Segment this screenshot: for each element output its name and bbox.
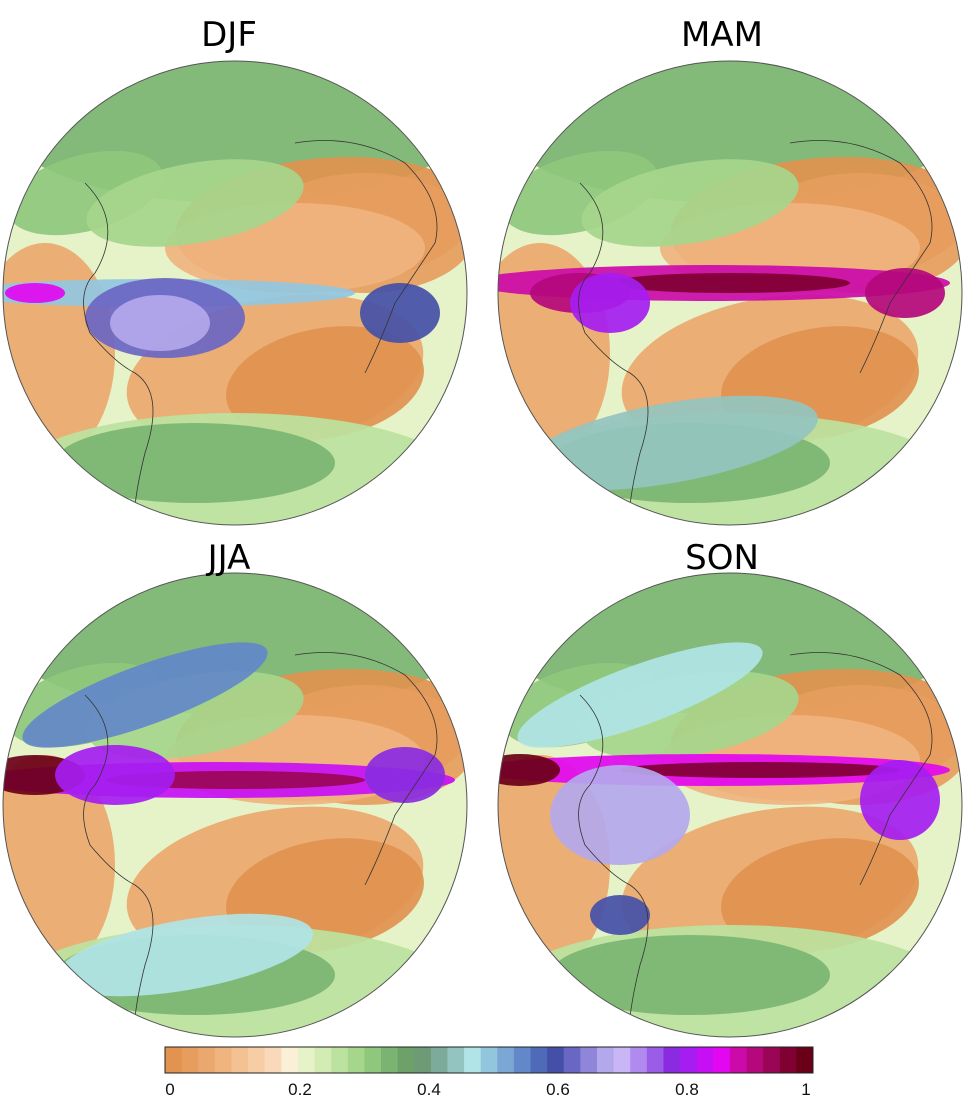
globe-djf [3,61,467,525]
globe-outline [497,572,963,1038]
colorbar-swatch [447,1047,465,1073]
globe-mam [498,61,962,525]
colorbar-swatch [198,1047,216,1073]
colorbar-swatch [563,1047,581,1073]
colorbar-tick-0-2: 0.2 [288,1080,312,1099]
colorbar-swatch [497,1047,515,1073]
colorbar-swatch [696,1047,714,1073]
colorbar-swatch [663,1047,681,1073]
panel-title-jja: JJA [207,538,251,578]
colorbar-swatch [381,1047,399,1073]
colorbar-swatch [165,1047,183,1073]
colorbar-swatch [580,1047,598,1073]
colorbar-tick-0-6: 0.6 [546,1080,570,1099]
globe-son [498,573,962,1037]
colorbar-swatch [713,1047,731,1073]
globe-jja [3,573,467,1037]
colorbar-tick-0-4: 0.4 [417,1080,441,1099]
colorbar-swatch [779,1047,797,1073]
colorbar-swatch [430,1047,448,1073]
colorbar-border [164,1046,814,1074]
panel-title-djf: DJF [201,15,257,55]
globe-outline [2,572,468,1038]
colorbar-swatch [464,1047,482,1073]
panel-title-mam: MAM [681,15,763,55]
colorbar-swatch [763,1047,781,1073]
colorbar-swatch [513,1047,531,1073]
colorbar-swatch [181,1047,199,1073]
colorbar-swatch [597,1047,615,1073]
colorbar-swatch [347,1047,365,1073]
colorbar-swatch [297,1047,315,1073]
colorbar-swatch [214,1047,232,1073]
colorbar-swatch [331,1047,349,1073]
colorbar-swatch [364,1047,382,1073]
colorbar-swatch [231,1047,249,1073]
colorbar-swatch [630,1047,648,1073]
colorbar-swatch [248,1047,266,1073]
colorbar-swatch [281,1047,299,1073]
colorbar-swatch [613,1047,631,1073]
colorbar-swatch [646,1047,664,1073]
colorbar-tick-1: 1 [801,1080,811,1099]
colorbar-swatch [264,1047,282,1073]
colorbar-swatch [414,1047,432,1073]
colorbar-swatch [480,1047,498,1073]
colorbar-swatch [530,1047,548,1073]
globe-outline [2,60,468,526]
colorbar-tick-0-8: 0.8 [675,1080,699,1099]
colorbar-swatch [680,1047,698,1073]
colorbar-swatch [397,1047,415,1073]
colorbar [164,1046,814,1074]
panel-title-son: SON [685,538,759,578]
colorbar-swatch [796,1047,814,1073]
globe-outline [497,60,963,526]
colorbar-tick-0: 0 [165,1080,175,1099]
colorbar-swatch [314,1047,332,1073]
colorbar-swatch [729,1047,747,1073]
colorbar-swatch [547,1047,565,1073]
colorbar-swatch [746,1047,764,1073]
